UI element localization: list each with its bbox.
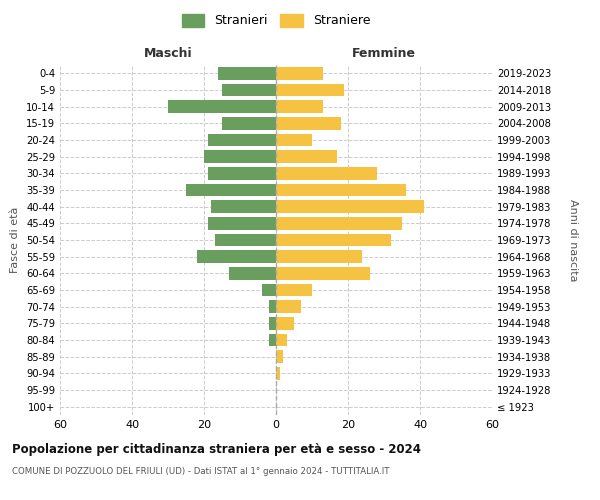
- Bar: [276, 134, 312, 146]
- Bar: [276, 184, 406, 196]
- Bar: [211, 200, 276, 213]
- Bar: [222, 117, 276, 130]
- Bar: [218, 67, 276, 80]
- Bar: [276, 200, 424, 213]
- Bar: [276, 117, 341, 130]
- Bar: [186, 184, 276, 196]
- Text: Popolazione per cittadinanza straniera per età e sesso - 2024: Popolazione per cittadinanza straniera p…: [12, 442, 421, 456]
- Bar: [168, 100, 276, 113]
- Bar: [276, 367, 280, 380]
- Bar: [276, 167, 377, 179]
- Bar: [269, 300, 276, 313]
- Bar: [222, 84, 276, 96]
- Bar: [276, 150, 337, 163]
- Y-axis label: Anni di nascita: Anni di nascita: [568, 198, 578, 281]
- Bar: [269, 317, 276, 330]
- Bar: [276, 300, 301, 313]
- Text: Femmine: Femmine: [352, 47, 416, 60]
- Bar: [276, 250, 362, 263]
- Bar: [276, 317, 294, 330]
- Bar: [276, 100, 323, 113]
- Bar: [204, 150, 276, 163]
- Bar: [208, 167, 276, 179]
- Bar: [269, 334, 276, 346]
- Text: COMUNE DI POZZUOLO DEL FRIULI (UD) - Dati ISTAT al 1° gennaio 2024 - TUTTITALIA.: COMUNE DI POZZUOLO DEL FRIULI (UD) - Dat…: [12, 468, 389, 476]
- Bar: [262, 284, 276, 296]
- Bar: [208, 134, 276, 146]
- Bar: [276, 234, 391, 246]
- Bar: [215, 234, 276, 246]
- Bar: [276, 284, 312, 296]
- Bar: [229, 267, 276, 280]
- Bar: [276, 217, 402, 230]
- Bar: [276, 84, 344, 96]
- Bar: [276, 334, 287, 346]
- Bar: [276, 267, 370, 280]
- Text: Maschi: Maschi: [143, 47, 193, 60]
- Bar: [208, 217, 276, 230]
- Y-axis label: Fasce di età: Fasce di età: [10, 207, 20, 273]
- Bar: [276, 67, 323, 80]
- Bar: [197, 250, 276, 263]
- Bar: [276, 350, 283, 363]
- Legend: Stranieri, Straniere: Stranieri, Straniere: [177, 8, 375, 32]
